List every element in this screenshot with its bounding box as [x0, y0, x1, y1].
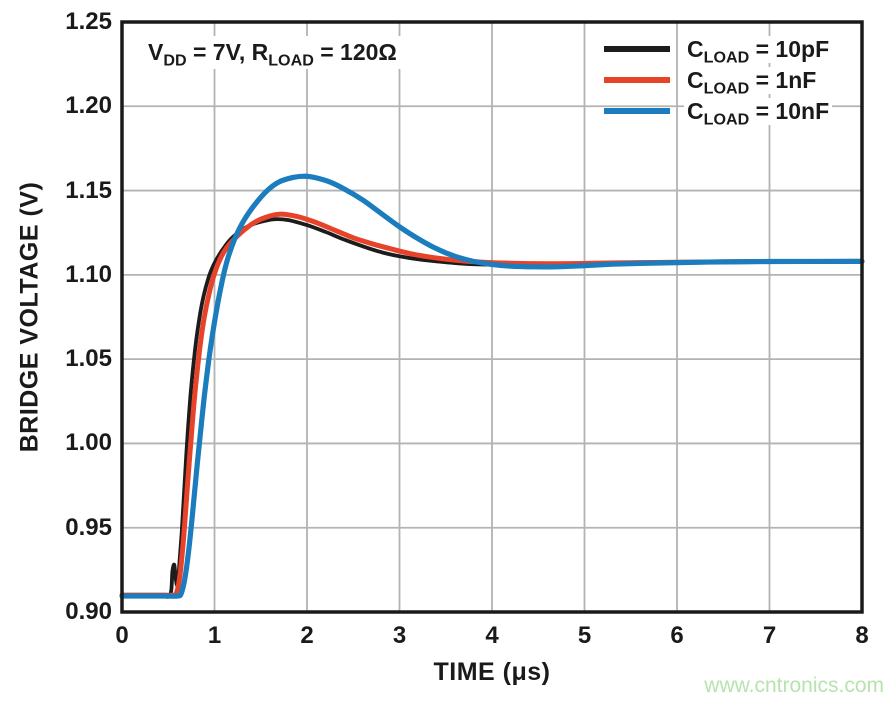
y-axis-title: BRIDGE VOLTAGE (V) [15, 181, 44, 453]
y-tick-label: 1.00 [65, 429, 112, 457]
x-tick-label: 2 [300, 622, 314, 649]
legend-label-10nf: CLOAD = 10nF [684, 97, 833, 127]
y-tick-label: 0.95 [65, 513, 112, 541]
legend-line-10pf [604, 46, 670, 52]
legend-item-10nf: CLOAD = 10nF [604, 97, 833, 127]
y-tick-label: 1.25 [65, 8, 112, 35]
x-tick-label: 8 [855, 622, 869, 649]
legend-label-10pf: CLOAD = 10pF [684, 35, 833, 65]
y-tick-label: 1.20 [65, 92, 112, 120]
y-tick-label: 1.05 [65, 345, 112, 373]
x-tick-label: 5 [577, 622, 592, 649]
legend-item-1nf: CLOAD = 1nF [604, 66, 832, 96]
legend-label-1nf: CLOAD = 1nF [684, 66, 820, 96]
series-curve-1 [119, 211, 865, 598]
watermark: www.cntronics.com [704, 674, 884, 697]
y-tick-label: 1.10 [65, 260, 112, 288]
x-tick-label: 7 [762, 622, 777, 649]
y-tick-label: 0.90 [65, 598, 112, 625]
annotation-part: = 7V, R [186, 39, 269, 65]
x-tick-label: 1 [207, 622, 222, 649]
conditions-annotation: VDD = 7V, RLOAD = 120Ω [138, 36, 407, 69]
legend: CLOAD = 10pF CLOAD = 1nF CLOAD = 10nF [604, 35, 833, 127]
annotation-part: V [148, 39, 164, 65]
x-tick-label: 3 [392, 622, 407, 649]
legend-line-1nf [604, 77, 670, 83]
y-tick-label: 1.15 [65, 176, 112, 204]
annotation-subscript: DD [163, 51, 187, 70]
x-tick-label: 6 [670, 622, 684, 649]
annotation-subscript: LOAD [268, 51, 314, 70]
legend-line-10nf [604, 108, 670, 114]
x-tick-label: 0 [115, 622, 129, 649]
series-curve-2 [119, 173, 865, 599]
annotation-part: = 120Ω [313, 39, 397, 65]
legend-item-10pf: CLOAD = 10pF [604, 35, 833, 65]
x-axis-title: TIME (μs) [433, 658, 551, 686]
x-tick-label: 4 [485, 622, 499, 649]
